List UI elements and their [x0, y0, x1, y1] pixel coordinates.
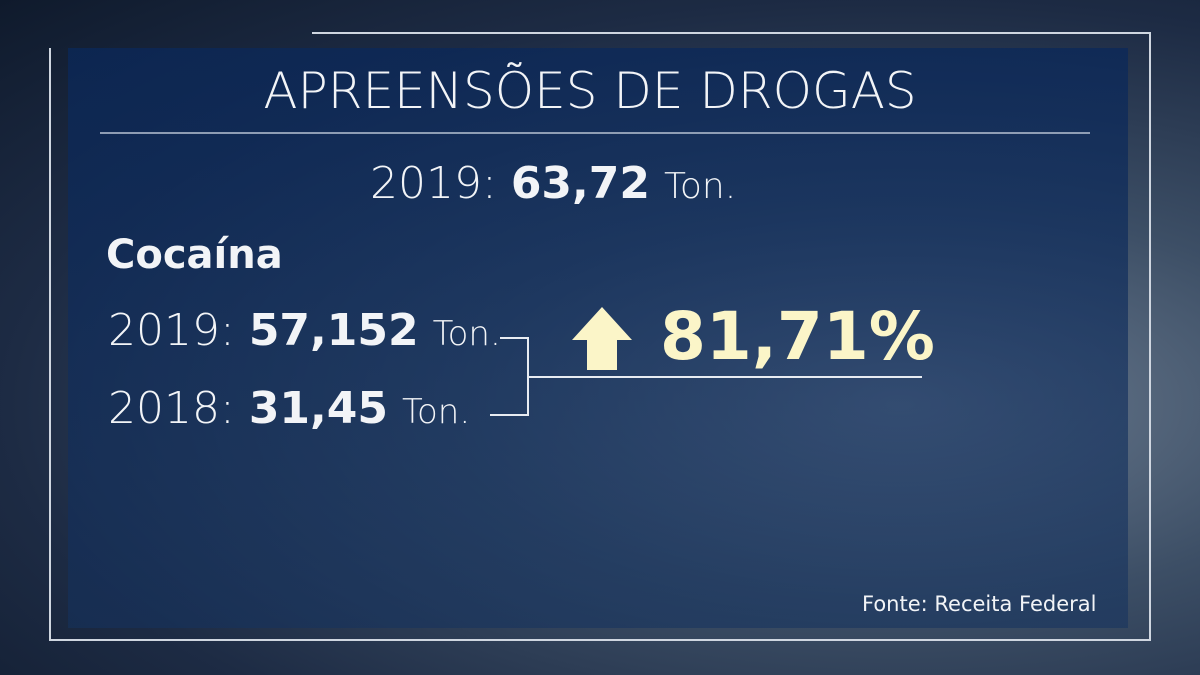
row: 2019: 57,152 Ton.: [108, 305, 501, 356]
value: 63,72: [510, 158, 650, 209]
frame-line: [49, 32, 1151, 641]
unit: Ton.: [402, 392, 471, 432]
up-arrow: [572, 307, 632, 370]
year: 2019:: [370, 158, 497, 209]
unit: Ton.: [432, 314, 501, 354]
value: 31,45: [248, 383, 388, 434]
year: 2018:: [108, 383, 235, 434]
year: 2019:: [108, 305, 235, 356]
total-line: 2019: 63,72 Ton.: [370, 158, 736, 209]
title: APREENSÕES DE DROGAS: [263, 62, 917, 120]
value: 57,152: [248, 305, 419, 356]
section-label: Cocaína: [106, 232, 283, 278]
row: 2018: 31,45 Ton.: [108, 383, 470, 434]
change: 81,71%: [660, 298, 935, 375]
source: Fonte: Receita Federal: [862, 592, 1097, 616]
unit: Ton.: [664, 166, 737, 207]
